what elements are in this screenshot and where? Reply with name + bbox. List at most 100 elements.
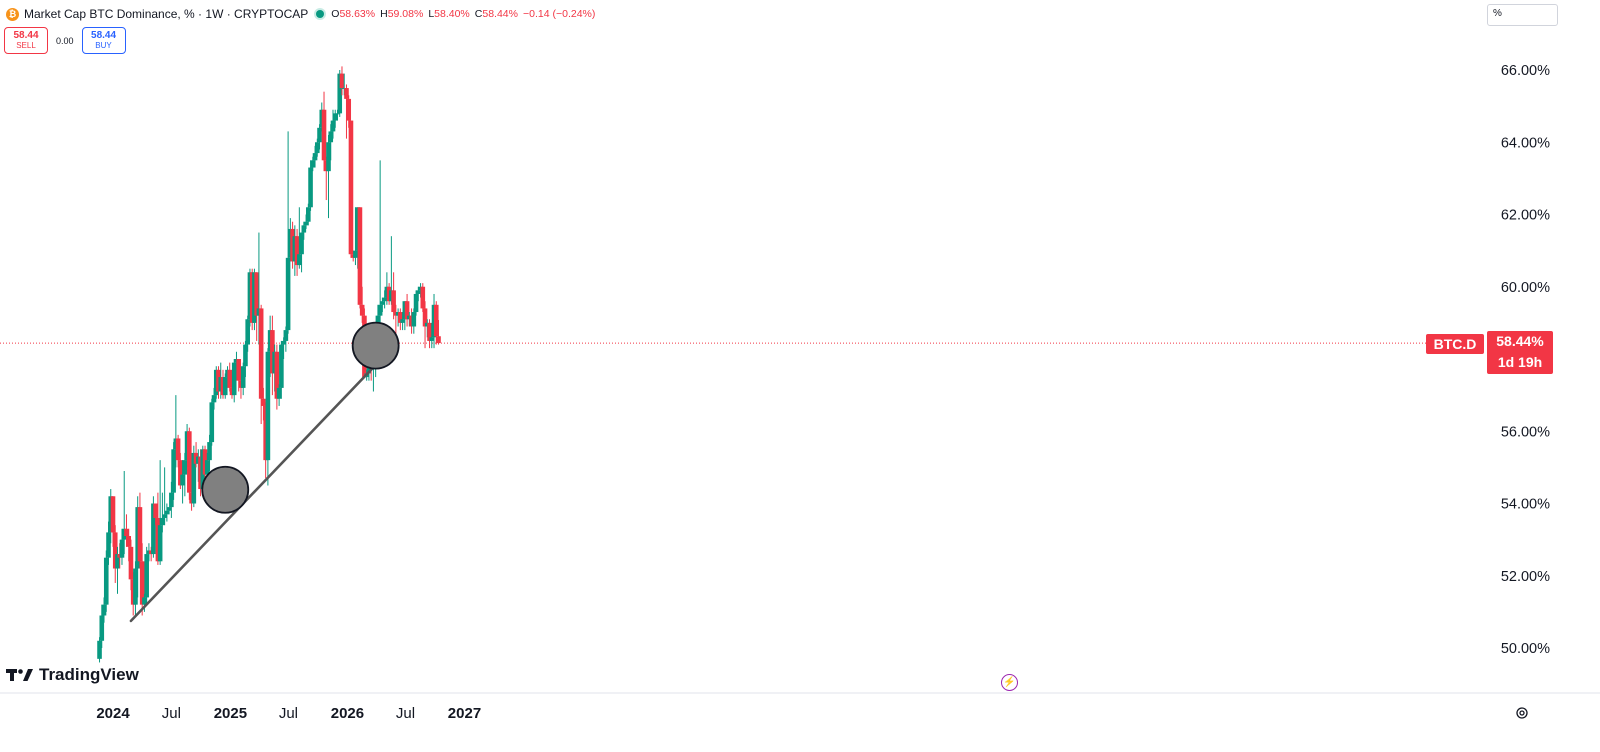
annotations[interactable]: [129, 321, 400, 623]
candle: [326, 135, 331, 219]
support-trendline[interactable]: [129, 351, 389, 623]
candle-body: [97, 640, 102, 659]
candle-body: [427, 322, 432, 341]
bitcoin-icon: ₿: [6, 7, 19, 21]
candle: [137, 492, 143, 569]
candle-body: [328, 131, 334, 143]
candle-body: [308, 167, 313, 208]
candle: [265, 348, 271, 486]
x-tick-label: Jul: [162, 705, 181, 722]
sell-button[interactable]: 58.44 SELL: [4, 27, 48, 54]
candle: [162, 467, 167, 526]
candle-body: [335, 113, 340, 115]
candle-body: [126, 536, 132, 547]
candle-body: [171, 449, 176, 493]
candle-body: [164, 510, 170, 515]
candle-body: [337, 73, 343, 114]
candle: [209, 398, 215, 446]
last-price-tag: 58.44% 1d 19h: [1487, 331, 1553, 374]
candle: [404, 293, 410, 327]
candle-body: [413, 293, 419, 313]
candle: [348, 120, 354, 258]
candle: [317, 124, 322, 150]
candle: [171, 442, 176, 500]
y-tick-label: 56.00%: [1501, 424, 1550, 440]
ohlc-high: H59.08%: [380, 8, 423, 20]
ohlc-high-label: H: [380, 8, 388, 20]
candle-body: [124, 528, 129, 537]
candle: [332, 109, 338, 128]
candle-body: [299, 232, 304, 255]
time-axis[interactable]: 2024 Jul 2025 Jul 2026 Jul 2027: [96, 705, 481, 722]
candle-body: [245, 319, 250, 345]
candle-body: [209, 402, 215, 443]
candle-body: [429, 337, 435, 341]
highlight-circle[interactable]: [201, 465, 250, 514]
lightning-icon[interactable]: ⚡: [1001, 674, 1018, 691]
x-tick-label: 2024: [96, 705, 130, 722]
candle-body: [359, 304, 365, 316]
candle: [222, 373, 228, 399]
tradingview-logo[interactable]: TradingView: [6, 665, 139, 685]
candle: [97, 637, 102, 663]
candle: [245, 315, 250, 352]
candle-body: [169, 492, 174, 508]
candle-body: [404, 301, 410, 320]
candle-body: [258, 308, 264, 399]
candle-body: [157, 525, 163, 562]
candle-body: [133, 568, 138, 605]
ohlc-high-value: 59.08%: [387, 8, 424, 20]
candle: [391, 272, 396, 320]
candle-body: [144, 554, 149, 598]
candle-body: [128, 546, 134, 580]
candle-body: [317, 127, 322, 143]
highlight-circle[interactable]: [351, 321, 400, 370]
candle-body: [339, 73, 345, 89]
candle: [254, 272, 259, 341]
candle-body: [211, 395, 217, 403]
candle-body: [178, 460, 183, 486]
candle-body: [279, 344, 284, 388]
candle: [299, 232, 304, 273]
candle-body: [353, 250, 358, 258]
candle-body: [416, 290, 421, 294]
candle: [279, 340, 284, 399]
market-status-icon[interactable]: [316, 10, 325, 18]
symbol-price-tag: BTC.D: [1426, 334, 1484, 354]
candle-body: [166, 507, 172, 511]
candle: [339, 66, 345, 96]
x-tick-label: 2025: [214, 705, 247, 722]
candle-body: [433, 304, 439, 337]
candle-body: [139, 561, 145, 605]
ohlc-close: C58.44%: [475, 8, 518, 20]
candle-body: [312, 153, 318, 161]
sell-price: 58.44: [13, 30, 39, 42]
candle: [103, 550, 109, 612]
candle-body: [110, 496, 116, 533]
candle-body: [162, 514, 167, 518]
buy-price: 58.44: [91, 30, 117, 42]
candle-body: [180, 474, 185, 486]
scale-mode-toggle[interactable]: %: [1487, 4, 1558, 26]
candle-body: [276, 387, 282, 399]
candle-body: [306, 207, 311, 222]
candle-body: [240, 366, 246, 388]
y-tick-label: 64.00%: [1501, 135, 1550, 151]
candle-body: [357, 207, 363, 305]
candle: [157, 460, 163, 565]
bar-countdown: 1d 19h: [1497, 354, 1543, 370]
candle-body: [243, 344, 248, 367]
last-price-value: 58.44%: [1496, 333, 1544, 349]
buy-button[interactable]: 58.44 BUY: [81, 27, 126, 54]
candle-body: [285, 257, 291, 331]
candle: [144, 546, 149, 605]
symbol-title[interactable]: Market Cap BTC Dominance, % · 1W · CRYPT…: [24, 7, 309, 21]
candle-body: [175, 438, 181, 461]
candle-body: [314, 142, 320, 154]
ohlc-low-label: L: [428, 8, 435, 20]
candle-body: [274, 351, 280, 399]
candle-body: [348, 120, 354, 255]
settings-gear-icon[interactable]: [1515, 706, 1529, 720]
tradingview-logo-icon: [6, 669, 33, 681]
